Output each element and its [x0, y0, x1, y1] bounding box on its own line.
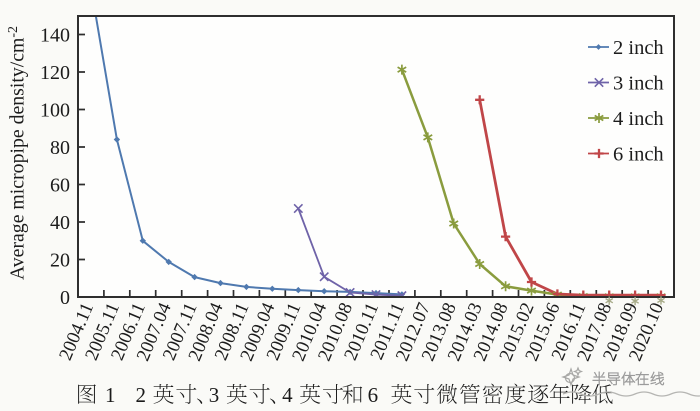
svg-text:4: 4	[282, 383, 293, 407]
svg-text:2: 2	[136, 383, 147, 407]
svg-text:2 inch: 2 inch	[613, 37, 664, 59]
svg-text:120: 120	[40, 62, 70, 84]
svg-text:40: 40	[50, 212, 70, 234]
svg-text:60: 60	[50, 175, 70, 197]
svg-text:4 inch: 4 inch	[613, 108, 664, 130]
svg-text:1: 1	[105, 383, 116, 407]
svg-text:6 inch: 6 inch	[613, 144, 664, 166]
svg-text:3 inch: 3 inch	[613, 73, 664, 95]
svg-text:3: 3	[209, 383, 220, 407]
svg-text:20: 20	[50, 250, 70, 272]
svg-text:6: 6	[368, 383, 379, 407]
svg-text:100: 100	[40, 100, 70, 122]
svg-text:140: 140	[40, 25, 70, 47]
svg-text:Average micropipe density/cm-2: Average micropipe density/cm-2	[6, 26, 29, 280]
svg-text:0: 0	[60, 287, 70, 309]
svg-text:80: 80	[50, 137, 70, 159]
